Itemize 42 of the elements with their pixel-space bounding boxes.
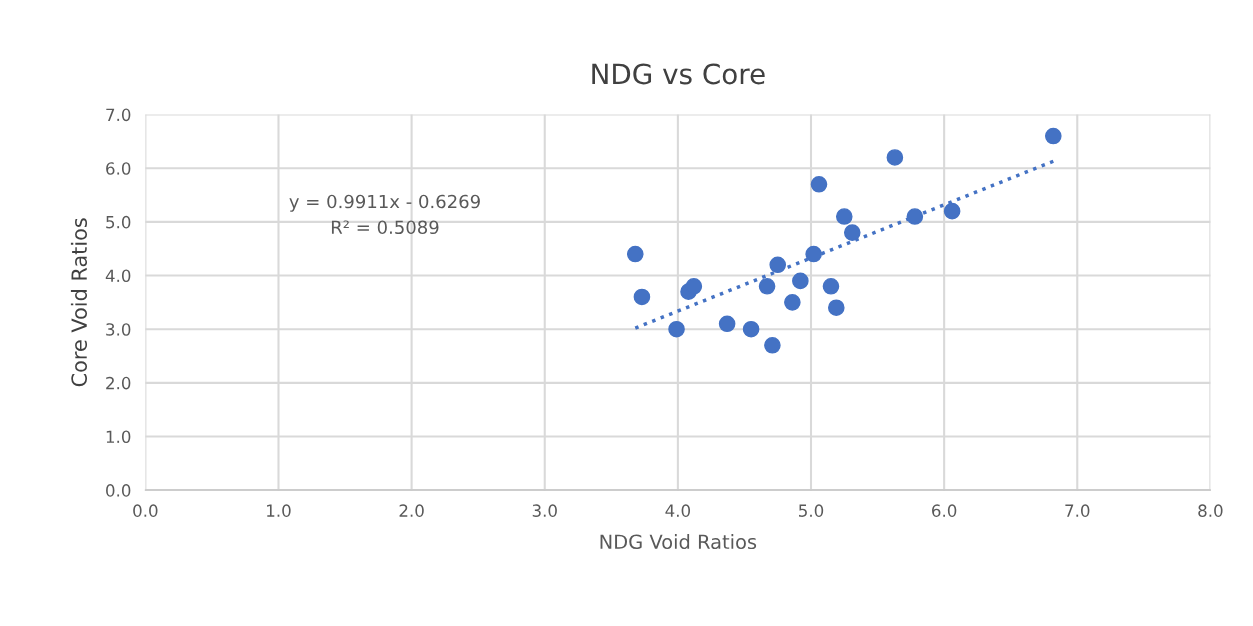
x-tick-label: 2.0 <box>399 504 424 517</box>
point <box>764 336 781 354</box>
y-axis-title: Core Void Ratios <box>70 218 88 387</box>
point <box>827 299 845 317</box>
point <box>835 208 853 225</box>
point <box>906 208 924 225</box>
point <box>668 320 685 338</box>
x-axis-title: NDG Void Ratios <box>600 534 757 550</box>
y-tick-label: 0.0 <box>106 484 131 497</box>
y-tick-label: 2.0 <box>106 376 131 390</box>
x-tick-label: 8.0 <box>1198 504 1223 517</box>
x-tick-label: 3.0 <box>532 504 557 517</box>
y-tick-label: 1.0 <box>106 430 131 444</box>
point <box>784 294 801 311</box>
point <box>758 277 776 295</box>
y-tick-label: 4.0 <box>105 269 131 283</box>
point <box>805 245 822 263</box>
point <box>626 245 644 263</box>
point <box>1045 127 1062 145</box>
point <box>685 277 703 295</box>
point <box>769 256 787 274</box>
x-tick-label: 4.0 <box>665 504 691 517</box>
point <box>943 202 961 220</box>
point <box>633 288 651 306</box>
x-tick-label: 7.0 <box>1065 504 1090 517</box>
x-tick-label: 0.0 <box>133 504 158 517</box>
x-tick-label: 5.0 <box>799 504 824 517</box>
point <box>810 176 828 193</box>
point <box>886 149 904 166</box>
x-tick-label: 6.0 <box>932 504 957 517</box>
y-tick-label: 5.0 <box>106 215 131 229</box>
chart-title: NDG vs Core <box>592 63 765 85</box>
annotation: y = 0.9911x - 0.6269 R² = 0.5089 <box>289 194 480 235</box>
y-tick-label: 6.0 <box>106 162 131 175</box>
x-tick-label: 1.0 <box>267 504 291 517</box>
point <box>742 320 760 338</box>
y-tick-label: 7.0 <box>106 108 131 122</box>
point <box>718 315 736 333</box>
point <box>822 277 840 295</box>
point <box>792 272 809 290</box>
point <box>843 224 861 241</box>
y-tick-label: 3.0 <box>106 323 131 336</box>
